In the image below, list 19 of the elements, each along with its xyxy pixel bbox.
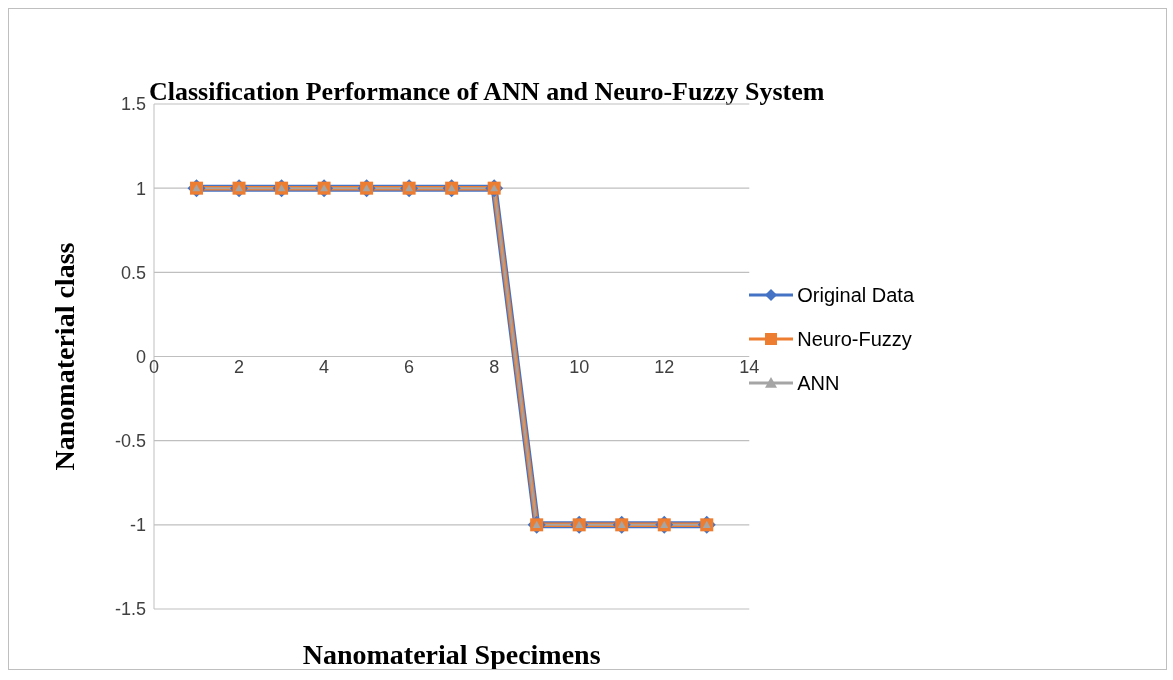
y-tick-label: 1 xyxy=(135,178,146,199)
y-tick-label: -1 xyxy=(129,515,146,536)
x-tick-label: 14 xyxy=(739,356,760,377)
chart-title: Classification Performance of ANN and Neuro-Fuzzy System xyxy=(149,77,825,107)
legend-label: Neuro-Fuzzy xyxy=(797,327,912,352)
x-tick-label: 8 xyxy=(489,356,500,377)
x-tick-label: 6 xyxy=(404,356,415,377)
y-tick-label: -0.5 xyxy=(114,431,146,452)
x-tick-label: 0 xyxy=(148,356,160,377)
y-tick-label: 1.5 xyxy=(120,94,146,115)
x-tick-label: 12 xyxy=(654,356,675,377)
legend-label: ANN xyxy=(797,371,840,396)
y-axis-title: Nanomaterial class xyxy=(48,242,80,471)
x-tick-label: 4 xyxy=(319,356,330,377)
y-tick-label: 0.5 xyxy=(120,262,146,283)
x-tick-label: 2 xyxy=(234,356,245,377)
x-tick-label: 10 xyxy=(569,356,590,377)
y-tick-label: -1.5 xyxy=(114,599,146,620)
legend-label: Original Data xyxy=(797,283,914,308)
